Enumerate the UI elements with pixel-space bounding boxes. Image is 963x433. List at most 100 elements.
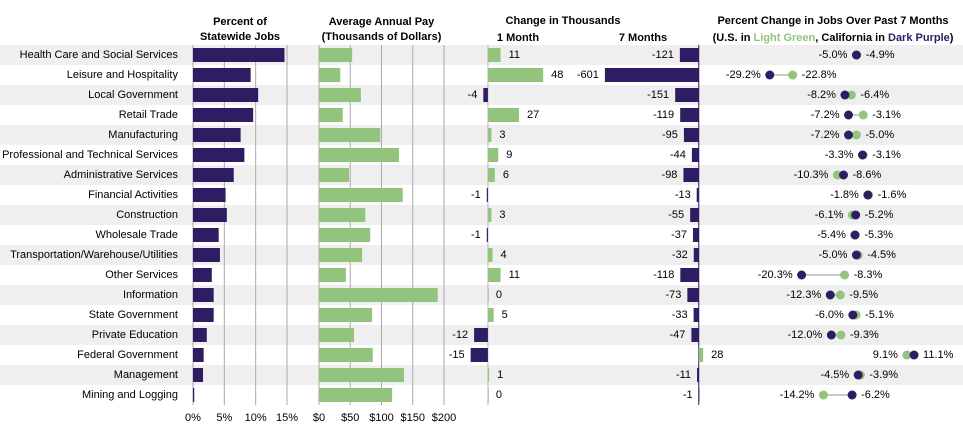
category-label: Financial Activities [88, 189, 178, 201]
row-band [0, 285, 963, 305]
value-label: -121 [652, 49, 674, 61]
category-label: Information [123, 289, 178, 301]
value-label: 28 [711, 349, 723, 361]
panel-title: Statewide Jobs [200, 31, 280, 43]
bar [319, 368, 404, 382]
subtitle-part: , California in [815, 32, 888, 44]
value-label: -151 [647, 89, 669, 101]
value-label: -3.3% [825, 149, 854, 161]
category-label: Retail Trade [119, 109, 178, 121]
category-label: Private Education [92, 329, 178, 341]
bar [193, 128, 241, 142]
value-label: -32 [672, 249, 688, 261]
dot [826, 330, 836, 340]
bar [319, 308, 373, 322]
bar [319, 108, 343, 122]
x-tick-label: $0 [313, 412, 325, 424]
bar [319, 168, 349, 182]
bar [487, 148, 499, 162]
bar [483, 88, 488, 102]
value-label: 1 [497, 369, 503, 381]
dot [853, 370, 863, 380]
value-label: -10.3% [794, 169, 829, 181]
dot [840, 270, 850, 280]
category-label: Mining and Logging [82, 389, 178, 401]
bar [319, 328, 354, 342]
category-label: Health Care and Social Services [20, 49, 179, 61]
bar [319, 88, 361, 102]
value-label: 9 [506, 149, 512, 161]
dot [844, 130, 854, 140]
x-tick-label: 0% [185, 412, 201, 424]
value-label: -7.2% [811, 109, 840, 121]
bar [683, 128, 699, 142]
dot [818, 390, 828, 400]
bar [697, 368, 699, 382]
value-label: -15 [449, 349, 465, 361]
bar [487, 108, 520, 122]
bar [319, 388, 393, 402]
value-label: -4.5% [820, 369, 849, 381]
bar [193, 248, 220, 262]
dot [765, 70, 775, 80]
value-label: -8.3% [854, 269, 883, 281]
bar [487, 388, 489, 402]
bar [319, 68, 341, 82]
bar [193, 108, 254, 122]
dot [863, 190, 873, 200]
bar [486, 228, 488, 242]
bar [487, 68, 544, 82]
subtitle: (U.S. in Light Green, California in Dark… [713, 32, 954, 44]
value-label: -22.8% [802, 69, 837, 81]
value-label: -9.3% [850, 329, 879, 341]
value-label: -11 [676, 369, 691, 381]
dot [851, 250, 861, 260]
value-label: 5 [502, 309, 508, 321]
value-label: -20.3% [758, 269, 793, 281]
bar [319, 48, 353, 62]
dot [858, 110, 868, 120]
value-label: -119 [653, 109, 674, 121]
bar [474, 328, 488, 342]
bar [487, 208, 492, 222]
value-label: -1 [683, 389, 693, 401]
subtitle-part: ) [950, 32, 954, 44]
category-label: Transportation/Warehouse/Utilities [10, 249, 178, 261]
bar [691, 148, 699, 162]
panel-title: 1 Month [497, 32, 539, 44]
dot [835, 290, 845, 300]
value-label: -8.6% [853, 169, 882, 181]
value-label: 9.1% [873, 349, 898, 361]
bar [486, 188, 488, 202]
value-label: -4 [468, 89, 478, 101]
dot [836, 330, 846, 340]
value-label: -8.2% [807, 89, 836, 101]
value-label: 11.1% [923, 349, 954, 361]
value-label: -1 [471, 189, 481, 201]
bar [193, 188, 226, 202]
value-label: 4 [501, 249, 507, 261]
value-label: -6.1% [815, 209, 844, 221]
value-label: -6.0% [815, 309, 844, 321]
bar [193, 168, 234, 182]
dot [844, 110, 854, 120]
category-label: Local Government [88, 89, 178, 101]
value-label: -5.4% [817, 229, 846, 241]
bar [319, 148, 399, 162]
bar [193, 208, 227, 222]
value-label: -9.5% [849, 289, 878, 301]
bar [698, 388, 700, 402]
panel-title: (Thousands of Dollars) [322, 31, 442, 43]
dot [909, 350, 919, 360]
bar [319, 208, 366, 222]
x-tick-label: 15% [276, 412, 298, 424]
bar [683, 168, 699, 182]
panel-title: Percent Change in Jobs Over Past 7 Month… [717, 15, 948, 27]
value-label: -118 [653, 269, 674, 281]
dot [847, 390, 857, 400]
category-label: Construction [116, 209, 178, 221]
value-label: 27 [527, 109, 539, 121]
bar [691, 328, 699, 342]
value-label: -5.2% [865, 209, 894, 221]
